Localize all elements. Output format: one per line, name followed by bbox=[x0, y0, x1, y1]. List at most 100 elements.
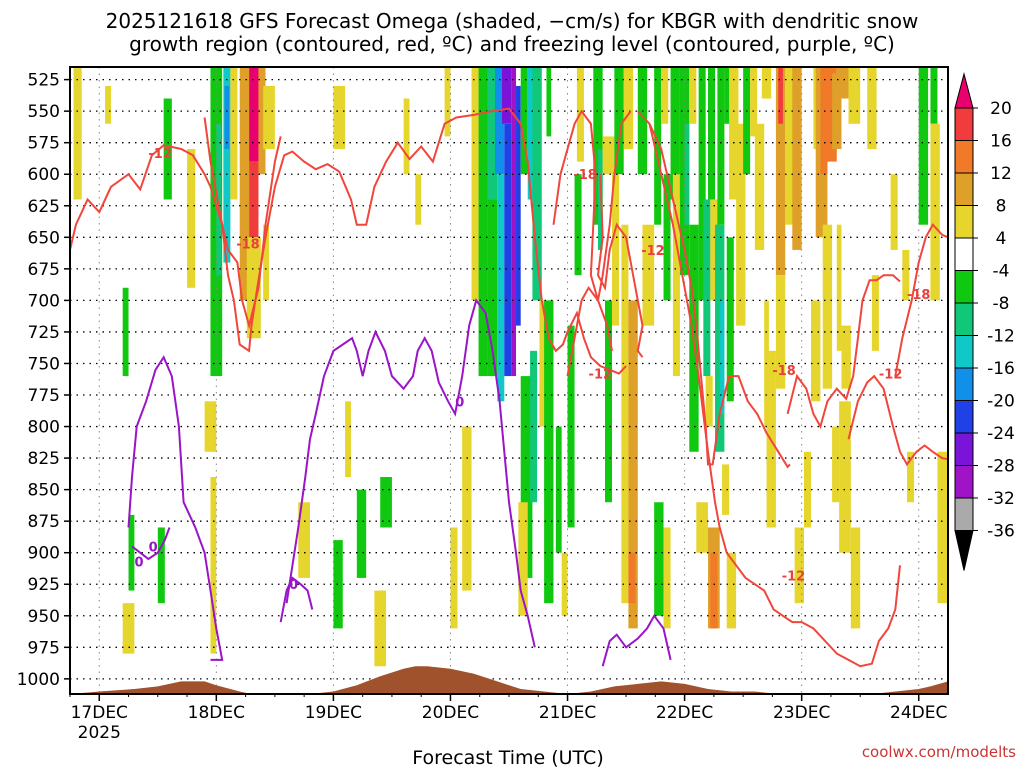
omega-band bbox=[719, 300, 725, 414]
dgz-contour-label: -12 bbox=[148, 147, 172, 162]
x-year-label: 2025 bbox=[78, 723, 121, 743]
colorbar-label: -20 bbox=[987, 392, 1015, 412]
omega-band bbox=[696, 502, 709, 553]
omega-band bbox=[710, 552, 718, 629]
dgz-contour-line bbox=[566, 285, 613, 377]
omega-band bbox=[705, 376, 713, 427]
y-tick-label: 575 bbox=[28, 134, 60, 154]
omega-band bbox=[726, 237, 734, 402]
omega-band bbox=[501, 67, 512, 124]
y-tick-label: 925 bbox=[28, 575, 60, 595]
x-tick-label: 21DEC bbox=[539, 703, 596, 723]
omega-band bbox=[614, 67, 624, 175]
omega-band bbox=[736, 123, 746, 326]
omega-band bbox=[836, 224, 842, 351]
omega-band bbox=[841, 325, 851, 389]
freezing-contour-label: 0 bbox=[135, 556, 144, 571]
credit-text: coolwx.com/modelts bbox=[862, 743, 1016, 761]
freezing-contour-label: 0 bbox=[455, 395, 464, 410]
omega-band bbox=[722, 464, 730, 515]
dgz-contour-line bbox=[552, 109, 632, 301]
omega-band bbox=[403, 98, 410, 175]
y-tick-label: 800 bbox=[28, 418, 60, 438]
omega-band bbox=[775, 275, 786, 389]
omega-band bbox=[825, 67, 837, 162]
colorbar-segment bbox=[954, 237, 974, 271]
dgz-contour-line bbox=[70, 107, 627, 375]
omega-band bbox=[249, 161, 259, 238]
omega-band bbox=[163, 98, 172, 200]
x-tick-label: 17DEC bbox=[71, 703, 128, 723]
omega-band bbox=[604, 300, 613, 503]
omega-band bbox=[574, 174, 582, 276]
x-tick-label: 24DEC bbox=[890, 703, 947, 723]
y-tick-label: 900 bbox=[28, 544, 60, 564]
terrain-area bbox=[70, 666, 948, 694]
omega-band bbox=[527, 67, 535, 200]
omega-band bbox=[539, 300, 547, 427]
omega-band bbox=[642, 224, 655, 326]
omega-band bbox=[839, 401, 851, 553]
omega-band bbox=[224, 85, 230, 150]
omega-band bbox=[374, 590, 387, 667]
omega-band bbox=[210, 477, 217, 654]
omega-band bbox=[520, 67, 528, 175]
omega-band bbox=[105, 85, 111, 124]
y-tick-label: 625 bbox=[28, 197, 60, 217]
omega-band bbox=[216, 123, 222, 276]
omega-band bbox=[850, 527, 861, 629]
colorbar-label: -36 bbox=[987, 522, 1015, 542]
omega-band bbox=[743, 67, 751, 175]
omega-band bbox=[871, 275, 879, 351]
omega-band bbox=[708, 67, 716, 200]
omega-band bbox=[832, 426, 840, 503]
omega-band bbox=[698, 67, 706, 301]
y-tick-label: 750 bbox=[28, 354, 60, 374]
freezing-contour-line bbox=[285, 298, 536, 648]
dgz-contour-label: -12 bbox=[589, 368, 613, 383]
omega-band bbox=[654, 67, 662, 225]
omega-band bbox=[785, 67, 795, 225]
x-tick-label: 22DEC bbox=[656, 703, 713, 723]
omega-band bbox=[511, 67, 517, 377]
omega-band bbox=[804, 451, 812, 528]
omega-band bbox=[754, 123, 765, 250]
omega-band bbox=[497, 174, 505, 402]
y-tick-label: 950 bbox=[28, 607, 60, 627]
omega-band bbox=[661, 67, 669, 124]
colorbar-label: 16 bbox=[990, 132, 1012, 152]
freezing-contour-label: 0 bbox=[289, 578, 298, 593]
dgz-contour-line bbox=[894, 223, 948, 377]
omega-band bbox=[478, 67, 488, 377]
omega-band bbox=[775, 67, 786, 276]
omega-band bbox=[487, 199, 498, 377]
dgz-contour-label: -18 bbox=[236, 238, 260, 253]
omega-band bbox=[345, 401, 351, 478]
omega-band bbox=[628, 552, 636, 604]
omega-band bbox=[471, 67, 479, 301]
omega-band bbox=[356, 489, 367, 578]
omega-band bbox=[778, 67, 783, 124]
colorbar-segment bbox=[954, 335, 974, 369]
omega-band bbox=[902, 249, 910, 301]
omega-band bbox=[333, 540, 343, 629]
omega-band bbox=[518, 502, 528, 616]
y-tick-label: 850 bbox=[28, 481, 60, 501]
colorbar-label: 8 bbox=[996, 197, 1007, 217]
colorbar-segment bbox=[954, 400, 974, 434]
y-tick-label: 825 bbox=[28, 449, 60, 469]
omega-band bbox=[122, 287, 129, 377]
colorbar-legend: 20 16 12 8 4 -4 -8 -12 -16 -20 -24 -28 -32 -36 bbox=[954, 72, 1015, 571]
freezing-contour-line bbox=[601, 613, 672, 667]
omega-band bbox=[663, 174, 671, 301]
colorbar-segment bbox=[954, 302, 974, 336]
omega-band bbox=[848, 67, 861, 124]
y-tick-label: 700 bbox=[28, 291, 60, 311]
y-tick-label: 775 bbox=[28, 386, 60, 406]
x-tick-label: 19DEC bbox=[305, 703, 362, 723]
y-axis: 525 550 575 600 625 650 675 700 725 750 775 800 825 8… bbox=[17, 71, 70, 690]
omega-band bbox=[450, 527, 458, 629]
omega-band bbox=[263, 85, 275, 150]
